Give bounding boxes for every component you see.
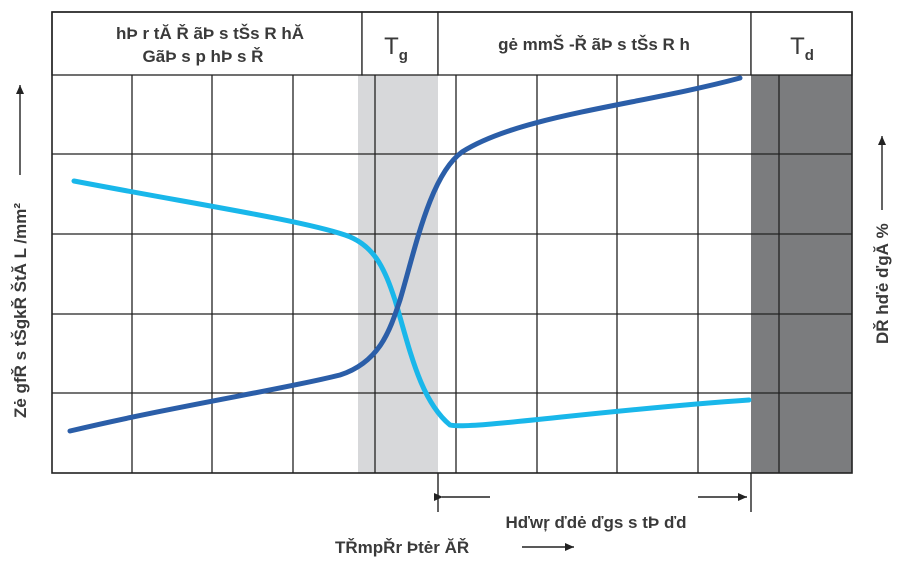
header-row <box>51 11 853 76</box>
right-axis-label: DŘ hďė ďgĂ % <box>873 136 892 344</box>
tg-band <box>358 75 438 473</box>
right-axis-text: DŘ hďė ďgĂ % <box>873 223 892 344</box>
range-bracket <box>434 473 752 512</box>
range-label: Hďwŗ ďdė ďgs s tÞ ďd <box>505 513 686 532</box>
left-axis-label: Zė gfŘ s tŠgkŘ ŠtĂ L /mm² <box>11 85 30 418</box>
header-td: Td <box>790 33 814 64</box>
tg-main: T <box>384 33 399 60</box>
header-left-line2: GãÞ s p hÞ s Ř <box>143 47 264 66</box>
td-sub: d <box>805 47 814 64</box>
plot-frame <box>51 11 853 474</box>
td-band <box>751 75 852 473</box>
dark-blue-curve <box>67 75 743 434</box>
grid <box>52 75 852 473</box>
tg-sub: g <box>399 47 408 64</box>
header-tg: Tg <box>384 33 408 64</box>
header-right: gė mmŠ -Ř ãÞ s tŠs R h <box>498 35 690 54</box>
left-axis-text: Zė gfŘ s tŠgkŘ ŠtĂ L /mm² <box>11 203 30 418</box>
bottom-axis-label: TŘmpŘr Þtėr ĂŘ <box>335 538 469 557</box>
header-left-line1: hÞ r tĂ Ř ãÞ s tŠs R hĂ <box>116 24 304 43</box>
td-main: T <box>790 33 805 60</box>
